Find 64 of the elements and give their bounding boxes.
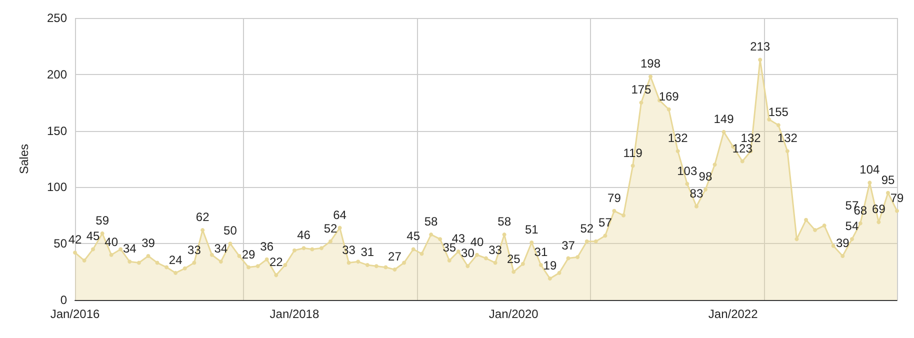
data-label: 83	[690, 186, 704, 200]
data-label: 45	[86, 229, 100, 244]
data-label: 50	[224, 224, 238, 238]
data-label: 43	[452, 231, 466, 246]
data-label: 58	[424, 214, 438, 229]
data-label: 58	[498, 214, 512, 229]
data-label: 36	[260, 239, 274, 254]
data-label: 46	[297, 228, 311, 242]
data-label: 95	[881, 172, 895, 187]
data-label: 30	[461, 246, 475, 260]
data-label: 98	[698, 169, 712, 184]
data-label: 54	[845, 219, 859, 234]
data-label: 198	[640, 56, 661, 71]
data-label: 103	[677, 164, 698, 178]
data-label: 52	[324, 221, 338, 236]
data-label: 25	[506, 252, 521, 266]
data-label: 33	[342, 242, 356, 257]
y-tick-label: 250	[46, 11, 68, 25]
data-label: 40	[470, 234, 484, 249]
data-label: 19	[543, 258, 557, 273]
data-label: 169	[658, 89, 680, 104]
x-tick-label: Jan/2018	[270, 307, 320, 321]
data-label: 104	[860, 162, 880, 177]
data-label: 119	[623, 146, 643, 160]
data-label: 62	[196, 210, 210, 224]
data-label: 34	[122, 242, 137, 256]
data-label: 42	[68, 232, 82, 247]
data-label: 132	[668, 131, 688, 146]
data-label: 57	[598, 216, 612, 230]
data-label: 155	[768, 105, 789, 120]
data-label: 149	[714, 112, 734, 126]
data-label: 52	[580, 221, 594, 236]
data-label: 40	[104, 234, 118, 249]
data-label: 24	[168, 252, 183, 267]
data-label: 22	[269, 255, 284, 270]
data-label: 51	[524, 222, 539, 236]
data-label: 29	[242, 247, 256, 262]
data-label: 213	[750, 40, 770, 54]
y-tick-label: 150	[46, 124, 68, 138]
x-tick-label: Jan/2020	[488, 307, 539, 321]
x-tick-label: Jan/2022	[708, 307, 758, 321]
data-label: 39	[142, 236, 156, 250]
data-label: 31	[360, 245, 374, 260]
data-label: 37	[562, 238, 576, 252]
data-label: 132	[777, 131, 798, 146]
data-label: 79	[890, 190, 904, 205]
data-label: 33	[188, 242, 202, 257]
data-label: 64	[333, 208, 347, 222]
y-tick-label: 50	[54, 236, 68, 251]
data-label: 34	[214, 242, 228, 256]
x-tick-label: Jan/2016	[50, 307, 100, 321]
data-label: 33	[488, 242, 502, 257]
y-tick-label: 0	[60, 293, 68, 307]
data-label: 31	[534, 245, 548, 260]
data-label: 45	[406, 229, 420, 244]
data-label: 175	[631, 82, 652, 97]
data-label: 59	[96, 213, 110, 228]
y-tick-label: 100	[46, 180, 68, 194]
data-label: 39	[836, 236, 850, 250]
data-label: 69	[872, 202, 886, 216]
data-label: 27	[388, 250, 402, 264]
y-tick-label: 200	[46, 67, 68, 82]
data-label: 79	[608, 190, 622, 205]
y-axis-title: Sales	[17, 144, 31, 174]
